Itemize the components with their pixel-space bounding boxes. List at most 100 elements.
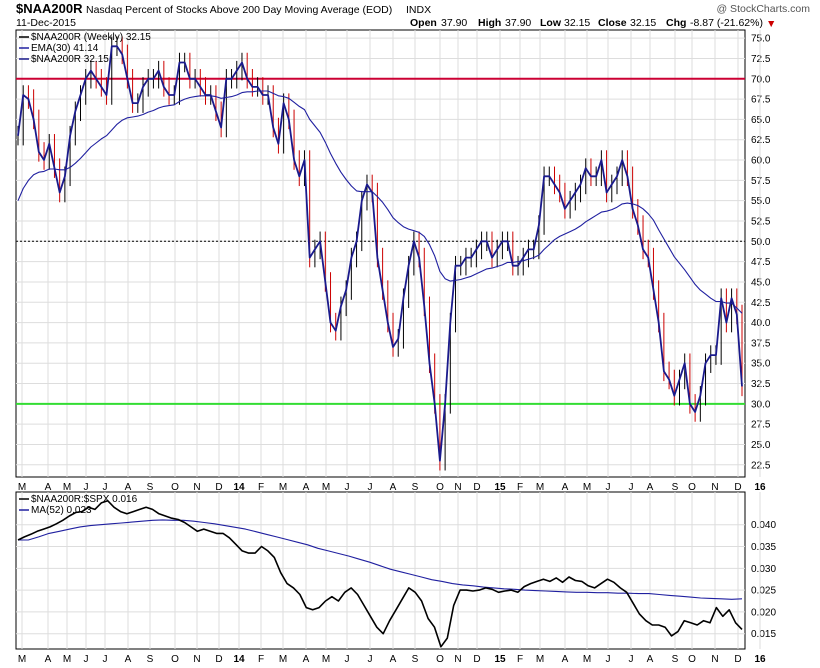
- x-month-label: A: [125, 654, 132, 665]
- ema30-line: [17, 90, 743, 314]
- ratio-ytick-label: 0.020: [751, 607, 776, 618]
- x-month-label: S: [412, 482, 419, 493]
- x-month-label: O: [688, 654, 696, 665]
- x-month-label: F: [258, 482, 264, 493]
- main-ytick-label: 75.0: [751, 34, 771, 45]
- x-month-label: D: [215, 654, 222, 665]
- x-month-label: M: [536, 482, 544, 493]
- chart-description: Nasdaq Percent of Stocks Above 200 Day M…: [86, 4, 392, 16]
- high-value: 37.90: [505, 17, 531, 29]
- symbol-title: $NAA200R: [16, 1, 83, 16]
- x-month-label: M: [18, 654, 26, 665]
- close-value: 32.15: [630, 17, 656, 29]
- price-line: [17, 45, 743, 462]
- watermark: @ StockCharts.com: [716, 3, 810, 15]
- x-month-label: J: [368, 654, 373, 665]
- x-month-label: O: [688, 482, 696, 493]
- x-month-label: 16: [754, 482, 766, 493]
- x-month-label: M: [63, 654, 71, 665]
- main-ytick-label: 72.5: [751, 54, 771, 65]
- x-month-label: A: [390, 482, 397, 493]
- main-ytick-label: 65.0: [751, 115, 771, 126]
- legend-label: $NAA200R (Weekly) 32.15: [31, 32, 151, 43]
- open-label: Open: [410, 17, 437, 29]
- x-month-label: 15: [494, 654, 506, 665]
- ratio-ytick-label: 0.025: [751, 586, 776, 597]
- low-label: Low: [540, 17, 562, 29]
- exchange-label: INDX: [406, 4, 431, 16]
- x-month-label: J: [103, 654, 108, 665]
- ratio-line: [17, 499, 743, 648]
- x-month-label: A: [45, 482, 52, 493]
- close-label: Close: [598, 17, 627, 29]
- ratio-ytick-label: 0.030: [751, 564, 776, 575]
- main-ytick-label: 47.5: [751, 257, 771, 268]
- x-month-label: S: [672, 482, 679, 493]
- x-month-label: F: [517, 654, 523, 665]
- main-ytick-label: 55.0: [751, 196, 771, 207]
- x-month-label: D: [473, 482, 480, 493]
- open-value: 37.90: [441, 17, 467, 29]
- x-month-label: N: [711, 482, 718, 493]
- x-month-label: O: [436, 482, 444, 493]
- x-month-label: J: [345, 654, 350, 665]
- x-month-label: J: [103, 482, 108, 493]
- x-month-label: A: [125, 482, 132, 493]
- x-month-label: 14: [233, 482, 245, 493]
- x-month-label: A: [303, 654, 310, 665]
- ratio-ytick-label: 0.035: [751, 542, 776, 553]
- x-month-label: O: [171, 482, 179, 493]
- x-month-label: A: [303, 482, 310, 493]
- low-value: 32.15: [564, 17, 590, 29]
- main-ytick-label: 52.5: [751, 216, 771, 227]
- x-month-label: D: [215, 482, 222, 493]
- x-month-label: S: [672, 654, 679, 665]
- chg-label: Chg: [666, 17, 686, 29]
- main-ytick-label: 50.0: [751, 237, 771, 248]
- x-month-label: A: [45, 654, 52, 665]
- main-ytick-label: 45.0: [751, 277, 771, 288]
- x-month-label: M: [583, 482, 591, 493]
- x-month-label: J: [629, 482, 634, 493]
- chg-value: -8.87 (-21.62%): [690, 17, 763, 29]
- legend-label: $NAA200R 32.15: [31, 54, 109, 65]
- x-month-label: M: [583, 654, 591, 665]
- legend-label: EMA(30) 41.14: [31, 43, 99, 54]
- main-ytick-label: 37.5: [751, 338, 771, 349]
- main-ytick-label: 40.0: [751, 318, 771, 329]
- x-month-label: N: [454, 654, 461, 665]
- x-month-label: M: [536, 654, 544, 665]
- x-month-label: N: [193, 654, 200, 665]
- x-month-label: M: [322, 654, 330, 665]
- chg-down-arrow-icon: ▼: [766, 18, 776, 30]
- x-month-label: O: [171, 654, 179, 665]
- high-label: High: [478, 17, 501, 29]
- x-month-label: A: [390, 654, 397, 665]
- x-month-label: A: [647, 482, 654, 493]
- x-month-label: A: [562, 482, 569, 493]
- x-month-label: O: [436, 654, 444, 665]
- main-ytick-label: 67.5: [751, 95, 771, 106]
- x-month-label: M: [18, 482, 26, 493]
- main-ytick-label: 62.5: [751, 135, 771, 146]
- main-ytick-label: 35.0: [751, 359, 771, 370]
- main-ytick-label: 70.0: [751, 74, 771, 85]
- main-price-panel: 22.5 25.0 27.5 30.0 32.5 35.0 37.5 40.0 42.5 45.0…: [15, 29, 771, 493]
- x-month-label: J: [606, 654, 611, 665]
- x-month-label: S: [412, 654, 419, 665]
- x-month-label: F: [258, 654, 264, 665]
- x-month-label: D: [734, 654, 741, 665]
- x-month-label: N: [711, 654, 718, 665]
- main-ytick-label: 57.5: [751, 176, 771, 187]
- main-ytick-label: 32.5: [751, 379, 771, 390]
- x-month-label: A: [647, 654, 654, 665]
- x-month-label: M: [322, 482, 330, 493]
- ratio-panel: 0.015 0.020 0.025 0.030 0.035 0.040 $NAA200R:$…: [15, 491, 776, 665]
- x-month-label: N: [454, 482, 461, 493]
- main-ytick-label: 22.5: [751, 460, 771, 471]
- x-month-label: 14: [233, 654, 245, 665]
- x-month-label: 15: [494, 482, 506, 493]
- ratio-frame: [15, 491, 746, 650]
